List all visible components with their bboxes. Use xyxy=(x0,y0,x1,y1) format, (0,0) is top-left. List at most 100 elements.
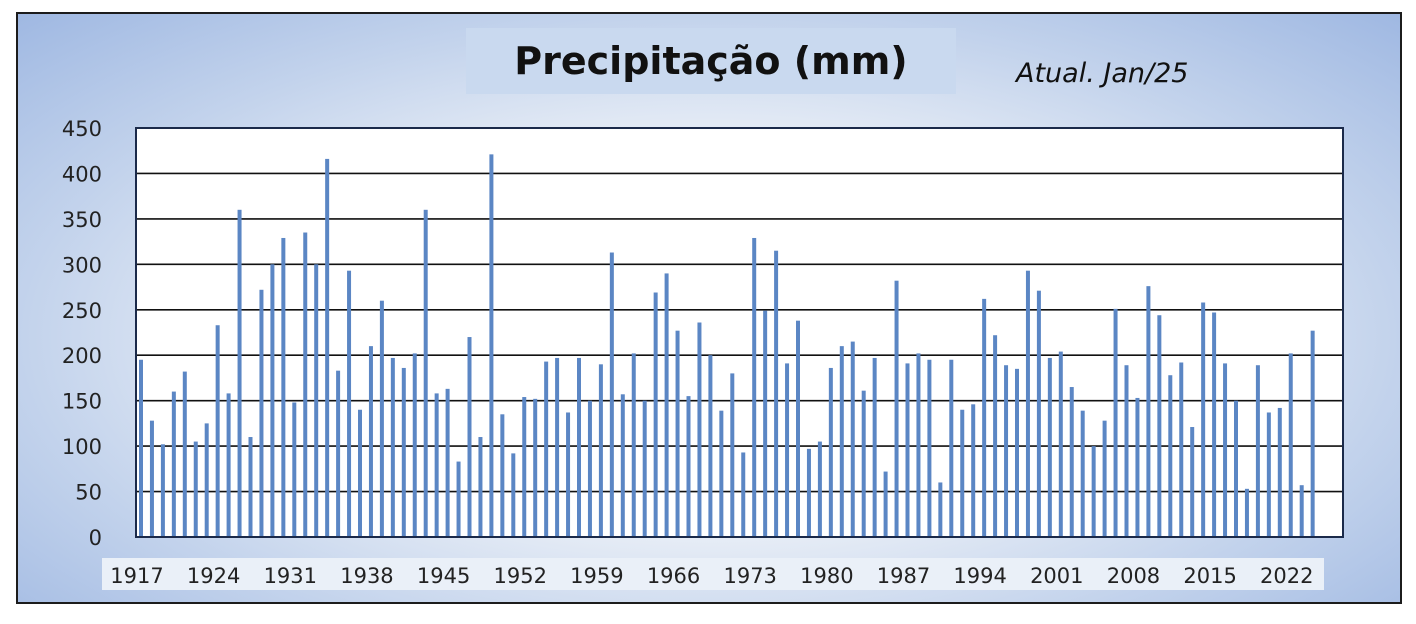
chart-title-box: Precipitação (mm) xyxy=(466,28,956,94)
bar-2008 xyxy=(1135,397,1140,537)
x-tick-label: 1980 xyxy=(800,564,853,588)
bar-1998 xyxy=(1025,270,1030,537)
x-tick-label: 1917 xyxy=(110,564,163,588)
x-tick-label: 2001 xyxy=(1030,564,1083,588)
bar-1970 xyxy=(719,410,724,537)
bar-1975 xyxy=(774,250,779,537)
bar-1941 xyxy=(401,367,406,537)
x-tick-label: 1987 xyxy=(877,564,930,588)
bar-2009 xyxy=(1146,286,1151,537)
bar-1984 xyxy=(872,357,877,537)
bar-1994 xyxy=(982,298,987,537)
bar-2023 xyxy=(1299,485,1304,537)
bar-1969 xyxy=(708,355,713,537)
x-tick-label: 1945 xyxy=(417,564,470,588)
bar-1965 xyxy=(664,273,669,537)
bar-1956 xyxy=(566,412,571,537)
bar-1977 xyxy=(796,320,800,537)
bar-1953 xyxy=(533,398,538,537)
bar-1996 xyxy=(1004,365,1009,537)
x-label-strip xyxy=(102,558,1324,590)
x-tick-label: 1994 xyxy=(953,564,1006,588)
bar-1922 xyxy=(193,441,198,537)
chart-title: Precipitação (mm) xyxy=(514,39,908,83)
bar-2016 xyxy=(1223,363,1228,537)
bar-1958 xyxy=(587,400,592,537)
bar-1940 xyxy=(390,357,395,537)
bar-1968 xyxy=(697,322,702,537)
bar-1955 xyxy=(555,357,560,537)
bar-1985 xyxy=(883,471,888,537)
y-tick-label: 100 xyxy=(62,435,102,459)
bar-1936 xyxy=(347,270,352,537)
bar-1920 xyxy=(171,391,176,537)
bar-1954 xyxy=(544,361,549,537)
bar-1989 xyxy=(927,359,932,537)
bar-1978 xyxy=(806,448,811,537)
bar-2001 xyxy=(1058,351,1063,537)
bar-1934 xyxy=(325,158,330,537)
bar-1924 xyxy=(215,325,220,537)
bar-1997 xyxy=(1015,368,1019,537)
bar-1925 xyxy=(226,393,231,537)
bar-1976 xyxy=(785,363,790,537)
bar-1943 xyxy=(423,209,428,538)
bar-1935 xyxy=(336,370,341,537)
bar-1949 xyxy=(489,154,494,537)
bar-1990 xyxy=(938,482,943,537)
bar-2002 xyxy=(1069,387,1074,537)
bar-1964 xyxy=(653,292,658,537)
bar-2022 xyxy=(1288,353,1293,537)
bar-2011 xyxy=(1168,375,1173,537)
bar-2015 xyxy=(1212,312,1217,537)
x-tick-label: 1931 xyxy=(264,564,317,588)
bar-1937 xyxy=(358,409,362,537)
bar-1948 xyxy=(478,437,483,537)
bar-1918 xyxy=(149,420,154,537)
bar-1939 xyxy=(379,300,384,537)
bar-1952 xyxy=(522,397,527,537)
y-tick-label: 250 xyxy=(62,299,102,323)
bar-1931 xyxy=(292,402,297,537)
update-note: Atual. Jan/25 xyxy=(1016,58,1189,89)
bar-2006 xyxy=(1113,308,1118,537)
y-tick-label: 450 xyxy=(62,117,102,141)
bar-1917 xyxy=(139,359,143,537)
bar-2024 xyxy=(1310,330,1315,537)
x-tick-label: 1952 xyxy=(494,564,547,588)
y-tick-label: 350 xyxy=(62,208,102,232)
bar-1992 xyxy=(960,409,965,537)
bar-2014 xyxy=(1201,302,1206,537)
bar-1987 xyxy=(905,363,910,537)
bar-2019 xyxy=(1255,365,1260,537)
bar-1946 xyxy=(456,461,461,537)
bar-1963 xyxy=(642,400,647,537)
bar-2007 xyxy=(1124,365,1129,537)
bar-1960 xyxy=(609,252,614,538)
bar-1995 xyxy=(993,335,998,537)
y-tick-label: 50 xyxy=(75,481,102,505)
bar-2017 xyxy=(1234,400,1238,537)
bar-2020 xyxy=(1266,412,1271,537)
bar-1933 xyxy=(314,264,319,537)
bar-1972 xyxy=(741,452,746,537)
bar-1973 xyxy=(752,237,757,537)
bar-1942 xyxy=(412,353,417,537)
bar-1944 xyxy=(434,393,439,537)
bar-1982 xyxy=(850,341,855,537)
bar-1966 xyxy=(675,330,680,537)
x-tick-label: 2015 xyxy=(1183,564,1236,588)
bar-1947 xyxy=(467,337,472,537)
bar-2003 xyxy=(1080,410,1085,537)
bar-1921 xyxy=(182,371,187,537)
bar-2000 xyxy=(1047,357,1052,537)
bar-1988 xyxy=(916,353,921,537)
bar-1993 xyxy=(971,404,976,537)
x-tick-label: 1966 xyxy=(647,564,700,588)
x-tick-label: 2022 xyxy=(1260,564,1313,588)
bar-1930 xyxy=(281,237,286,537)
plot-border xyxy=(135,127,1344,538)
bar-1981 xyxy=(839,346,844,537)
bar-1926 xyxy=(237,209,242,538)
